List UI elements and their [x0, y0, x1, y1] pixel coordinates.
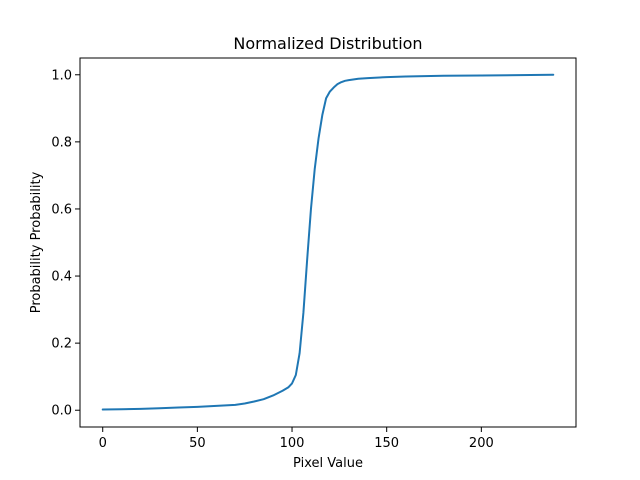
x-tick-label: 200: [469, 436, 494, 451]
y-tick-label: 0.6: [51, 202, 72, 217]
plot-area: [101, 73, 555, 411]
y-axis-label: Probability Probability: [29, 171, 44, 313]
plot-frame: [79, 57, 577, 428]
y-tick-label: 0.4: [51, 270, 72, 285]
y-axis: 0.0 0.2 0.4 0.6 0.8 1.0: [51, 68, 80, 419]
series-line: [101, 73, 555, 411]
x-tick-label: 100: [280, 436, 305, 451]
x-tick-label: 0: [99, 436, 107, 451]
x-tick-label: 150: [374, 436, 399, 451]
y-tick-label: 0.0: [51, 404, 72, 419]
y-tick-label: 0.8: [51, 135, 72, 150]
y-tick-label: 0.2: [51, 337, 72, 352]
x-axis-label: Pixel Value: [293, 456, 363, 471]
y-tick-label: 1.0: [51, 68, 72, 83]
x-axis: 0 50 100 150 200: [99, 427, 494, 451]
x-tick-label: 50: [189, 436, 206, 451]
chart-title: Normalized Distribution: [233, 34, 422, 53]
